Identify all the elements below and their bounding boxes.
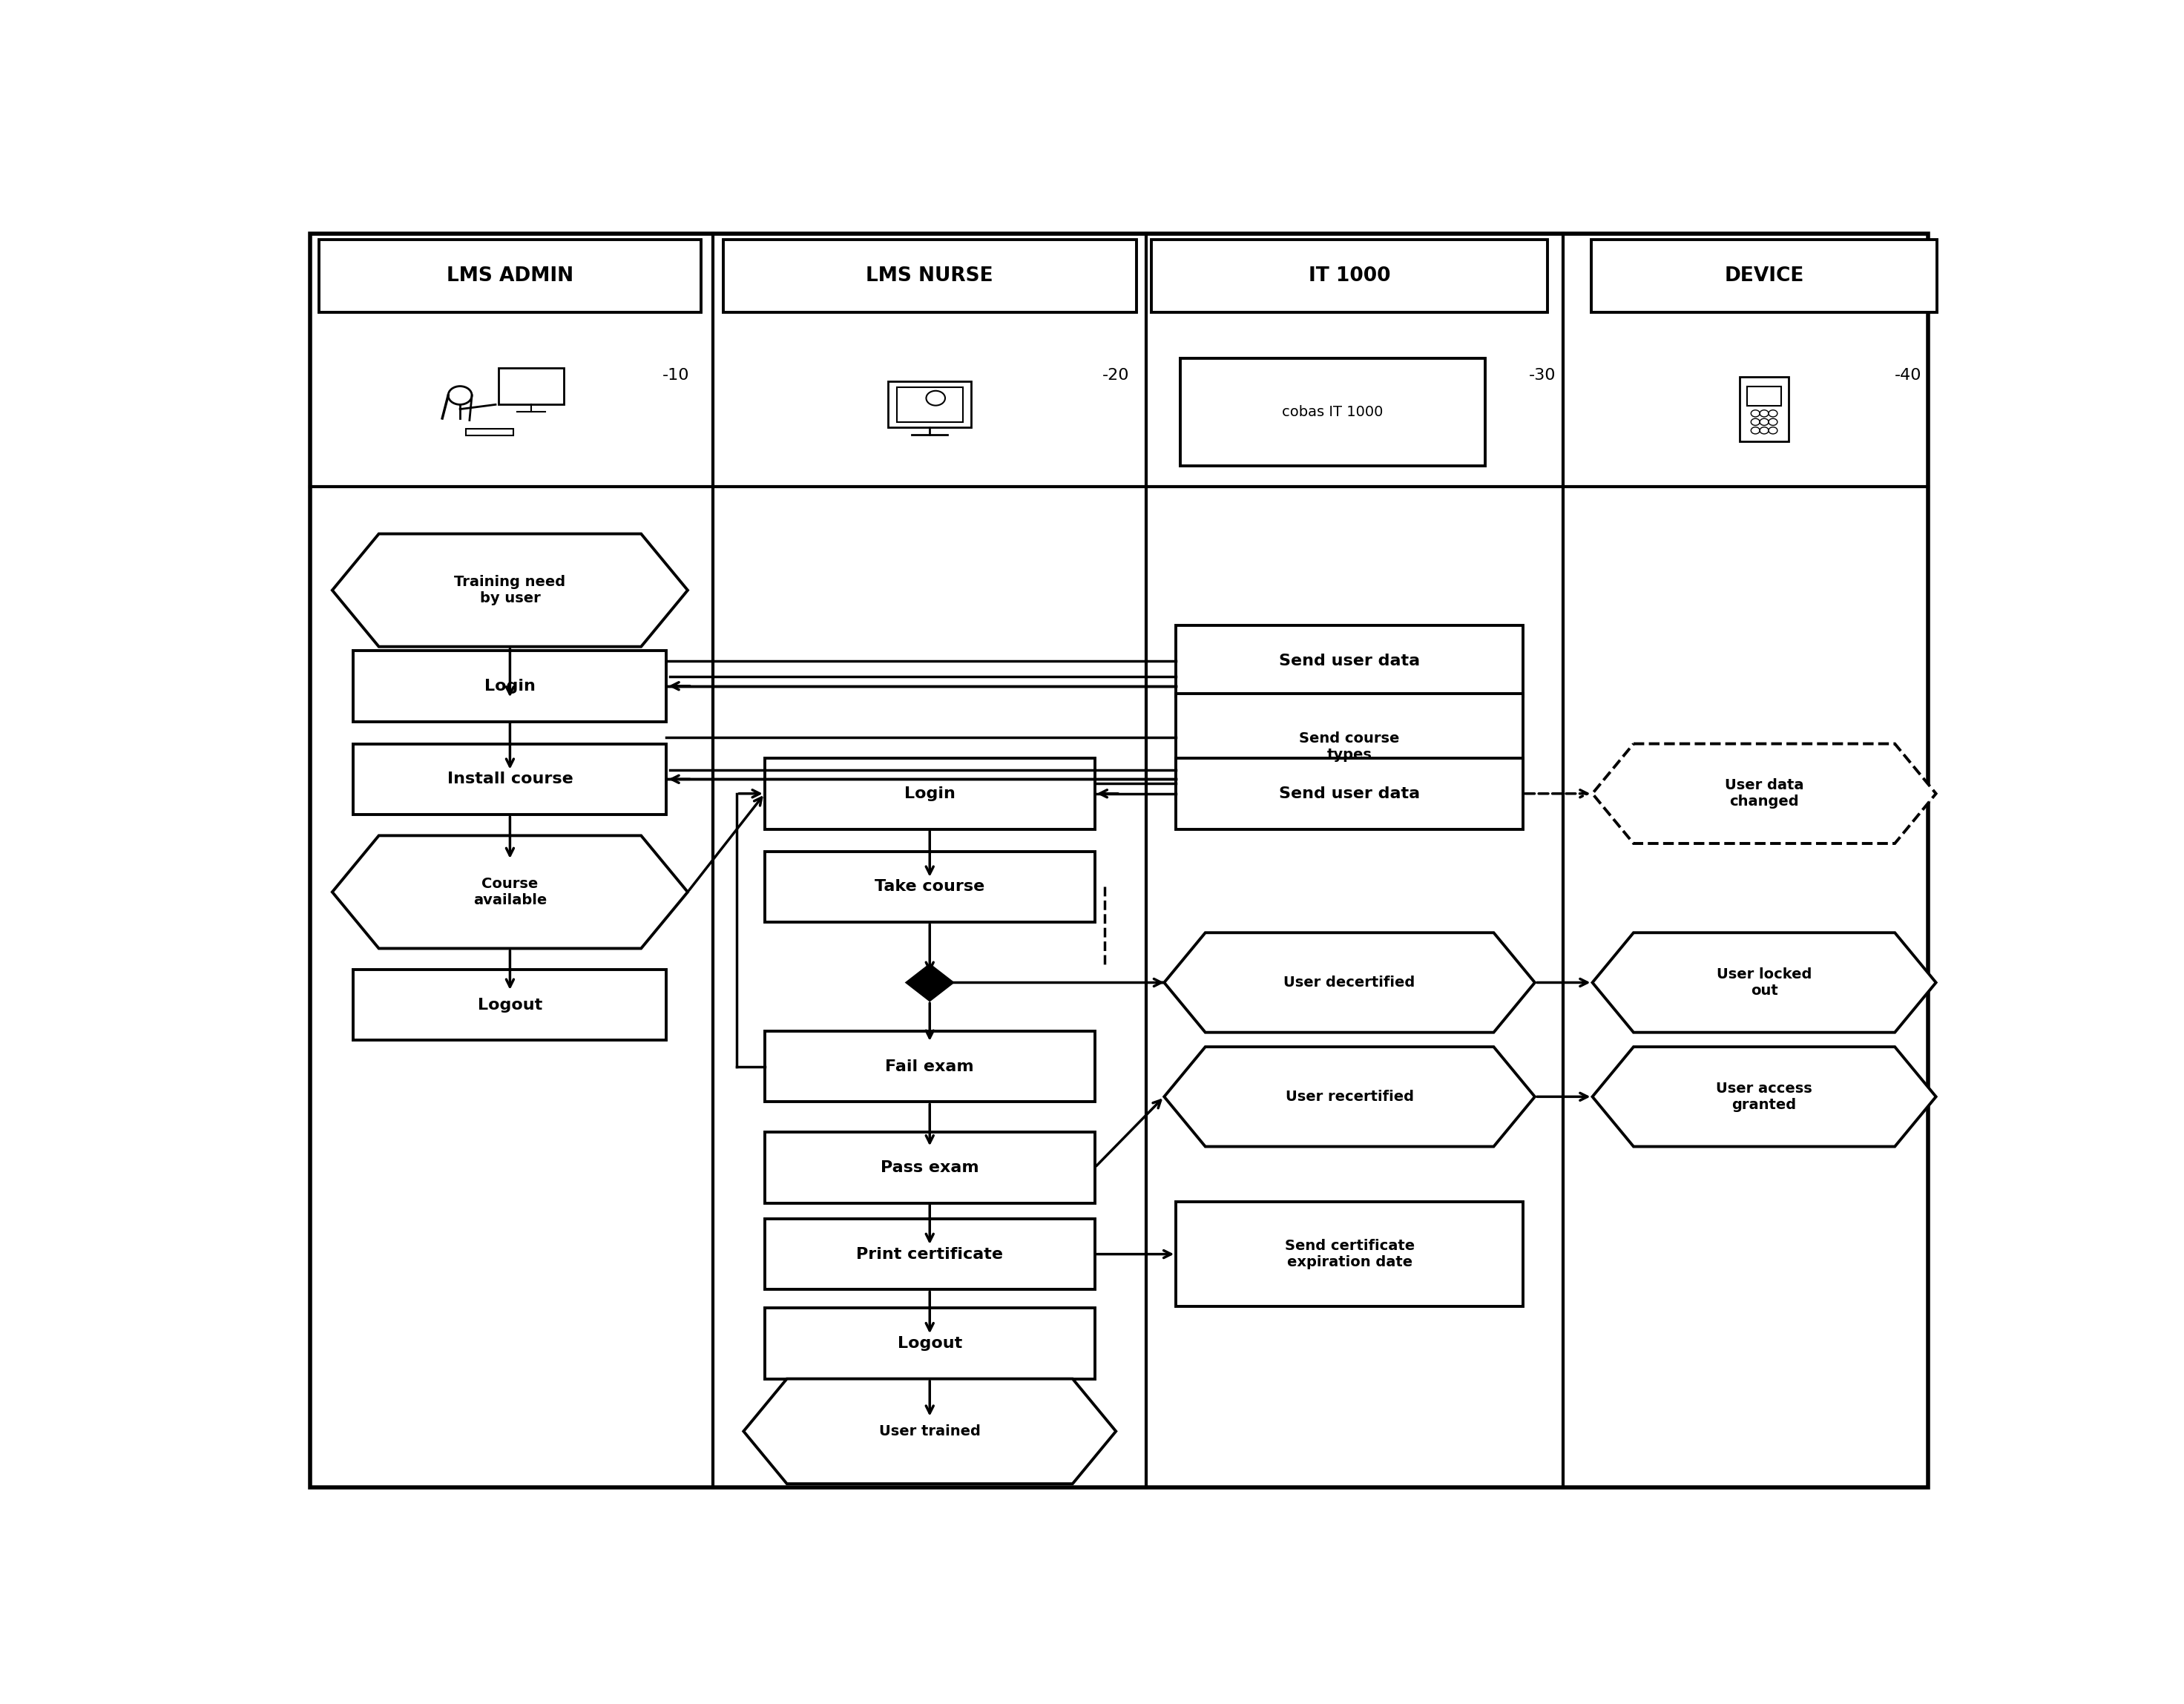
Text: -20: -20 — [1103, 368, 1129, 382]
Polygon shape — [354, 651, 666, 721]
Text: Login: Login — [904, 786, 954, 801]
Polygon shape — [1592, 932, 1935, 1033]
Text: LMS NURSE: LMS NURSE — [867, 266, 994, 286]
Polygon shape — [1175, 625, 1522, 697]
Polygon shape — [1179, 358, 1485, 465]
Polygon shape — [723, 240, 1136, 312]
Polygon shape — [319, 240, 701, 312]
Polygon shape — [1747, 387, 1782, 406]
Text: User access
granted: User access granted — [1717, 1082, 1813, 1113]
Polygon shape — [1592, 1046, 1935, 1147]
Circle shape — [1760, 411, 1769, 417]
Circle shape — [1752, 411, 1760, 417]
Polygon shape — [1175, 694, 1522, 799]
Polygon shape — [465, 429, 513, 435]
Text: -30: -30 — [1529, 368, 1555, 382]
Polygon shape — [1738, 377, 1789, 441]
Circle shape — [1769, 419, 1778, 426]
Text: Print certificate: Print certificate — [856, 1247, 1002, 1261]
Polygon shape — [1592, 240, 1937, 312]
Polygon shape — [1151, 240, 1548, 312]
Circle shape — [926, 390, 946, 406]
Polygon shape — [764, 1309, 1094, 1379]
Text: IT 1000: IT 1000 — [1308, 266, 1391, 286]
Polygon shape — [1164, 1046, 1535, 1147]
Text: Send user data: Send user data — [1280, 786, 1420, 801]
Circle shape — [1752, 419, 1760, 426]
Polygon shape — [764, 1218, 1094, 1290]
Text: Login: Login — [485, 678, 535, 694]
Text: User data
changed: User data changed — [1725, 779, 1804, 809]
Text: User trained: User trained — [878, 1425, 981, 1438]
Polygon shape — [332, 835, 688, 949]
Text: Logout: Logout — [898, 1336, 963, 1351]
Text: Send user data: Send user data — [1280, 654, 1420, 668]
Text: -10: -10 — [662, 368, 690, 382]
Text: User locked
out: User locked out — [1717, 968, 1813, 999]
Polygon shape — [764, 1131, 1094, 1203]
Text: Take course: Take course — [876, 879, 985, 895]
Circle shape — [1760, 428, 1769, 435]
Text: Pass exam: Pass exam — [880, 1160, 978, 1176]
Polygon shape — [764, 852, 1094, 922]
Text: Course
available: Course available — [474, 878, 546, 907]
Polygon shape — [498, 368, 563, 404]
Text: cobas IT 1000: cobas IT 1000 — [1282, 406, 1382, 419]
Polygon shape — [1592, 743, 1935, 843]
Circle shape — [448, 387, 472, 404]
Text: User recertified: User recertified — [1286, 1089, 1413, 1104]
Text: DEVICE: DEVICE — [1725, 266, 1804, 286]
Polygon shape — [889, 382, 972, 428]
Circle shape — [1769, 411, 1778, 417]
Circle shape — [1769, 428, 1778, 435]
Text: Send course
types: Send course types — [1299, 731, 1400, 762]
Polygon shape — [354, 743, 666, 815]
Polygon shape — [743, 1379, 1116, 1484]
Text: Logout: Logout — [478, 997, 542, 1012]
Text: Training need
by user: Training need by user — [454, 574, 566, 605]
Polygon shape — [906, 964, 954, 1000]
Text: Install course: Install course — [448, 772, 572, 787]
Polygon shape — [354, 970, 666, 1039]
Polygon shape — [898, 387, 963, 423]
Polygon shape — [764, 1031, 1094, 1102]
Text: LMS ADMIN: LMS ADMIN — [446, 266, 574, 286]
Polygon shape — [1164, 932, 1535, 1033]
Circle shape — [1752, 428, 1760, 435]
Text: Fail exam: Fail exam — [885, 1060, 974, 1074]
Polygon shape — [332, 533, 688, 646]
Circle shape — [1760, 419, 1769, 426]
Text: Send certificate
expiration date: Send certificate expiration date — [1284, 1239, 1415, 1269]
Text: -40: -40 — [1894, 368, 1922, 382]
Polygon shape — [764, 758, 1094, 830]
Polygon shape — [1175, 758, 1522, 830]
Polygon shape — [1175, 1201, 1522, 1307]
Text: User decertified: User decertified — [1284, 975, 1415, 990]
Polygon shape — [310, 233, 1928, 1488]
